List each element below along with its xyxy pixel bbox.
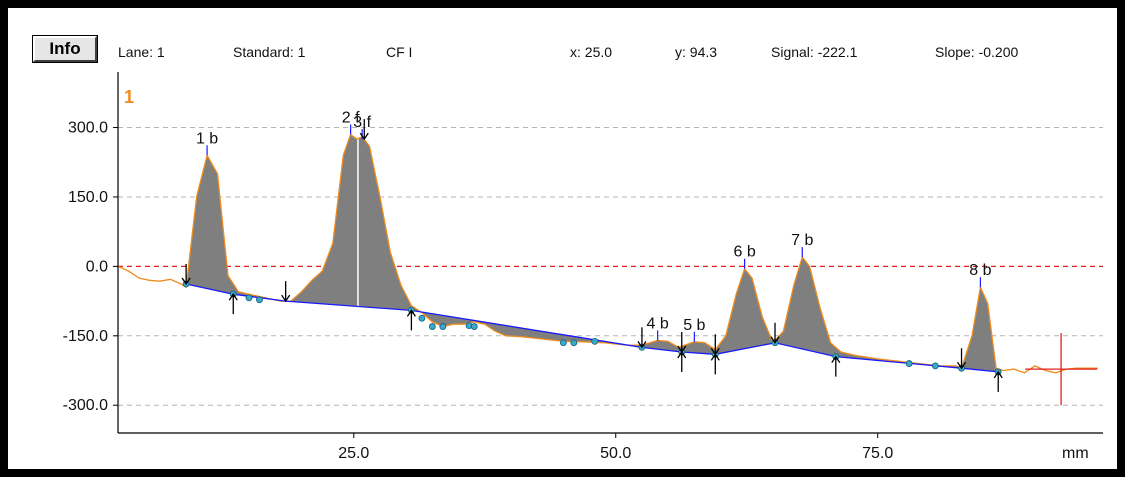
arrow-down-head bbox=[281, 294, 291, 303]
lane-number: 1 bbox=[124, 87, 134, 107]
arrow-down-head bbox=[181, 277, 191, 286]
x-tick-label: 75.0 bbox=[862, 445, 893, 462]
peak-label: 4 b bbox=[647, 315, 669, 332]
baseline-marker[interactable] bbox=[559, 339, 567, 347]
peak-label: 6 b bbox=[734, 244, 756, 261]
peak-label: 2 f bbox=[342, 109, 360, 126]
baseline-marker[interactable] bbox=[245, 294, 253, 302]
baseline-marker[interactable] bbox=[439, 323, 447, 330]
x-readout: x: 25.0 bbox=[570, 44, 613, 60]
arrow-down-head bbox=[637, 341, 647, 349]
baseline-marker[interactable] bbox=[418, 314, 426, 322]
lane-readout: Lane: 1 bbox=[118, 44, 165, 60]
arrow-up-head bbox=[831, 355, 841, 363]
standard-readout: Standard: 1 bbox=[233, 44, 306, 60]
y-tick-label: 0.0 bbox=[86, 258, 108, 275]
arrow-down-head bbox=[956, 361, 967, 370]
peak-label: 1 b bbox=[196, 130, 218, 147]
info-button[interactable]: Info bbox=[32, 35, 98, 63]
y-tick-label: 300.0 bbox=[68, 120, 108, 137]
baseline-marker[interactable] bbox=[905, 360, 913, 367]
arrow-down-head bbox=[770, 336, 780, 344]
cf-readout: CF I bbox=[386, 44, 413, 60]
signal-readout: Signal: -222.1 bbox=[771, 44, 858, 60]
arrow-up-head bbox=[993, 370, 1003, 379]
peak-label: 5 b bbox=[683, 317, 705, 334]
peak-label: 3 f bbox=[353, 114, 371, 131]
baseline-marker[interactable] bbox=[470, 323, 478, 330]
y-tick-label: -150.0 bbox=[63, 328, 108, 345]
peak-area-fill bbox=[186, 134, 999, 372]
peak-label: 7 b bbox=[791, 232, 813, 249]
baseline-marker[interactable] bbox=[256, 296, 263, 304]
y-readout: y: 94.3 bbox=[675, 44, 718, 60]
peak-label: 8 b bbox=[969, 262, 991, 279]
arrow-down-head bbox=[359, 132, 369, 141]
arrow-up-head bbox=[677, 350, 687, 359]
x-tick-label: 25.0 bbox=[338, 445, 369, 462]
y-tick-label: 150.0 bbox=[68, 189, 108, 206]
x-axis-label: mm bbox=[1062, 445, 1089, 462]
signal-trace bbox=[117, 133, 1098, 374]
baseline-marker[interactable] bbox=[570, 339, 578, 347]
baseline-marker[interactable] bbox=[931, 362, 939, 370]
arrow-up-head bbox=[228, 292, 238, 301]
baseline-marker[interactable] bbox=[428, 323, 436, 330]
y-tick-label: -300.0 bbox=[63, 397, 108, 414]
slope-readout: Slope: -0.200 bbox=[935, 44, 1019, 60]
arrow-up-head bbox=[710, 353, 720, 361]
baseline-marker[interactable] bbox=[591, 337, 599, 345]
arrow-up-head bbox=[406, 309, 416, 317]
x-tick-label: 50.0 bbox=[600, 445, 631, 462]
